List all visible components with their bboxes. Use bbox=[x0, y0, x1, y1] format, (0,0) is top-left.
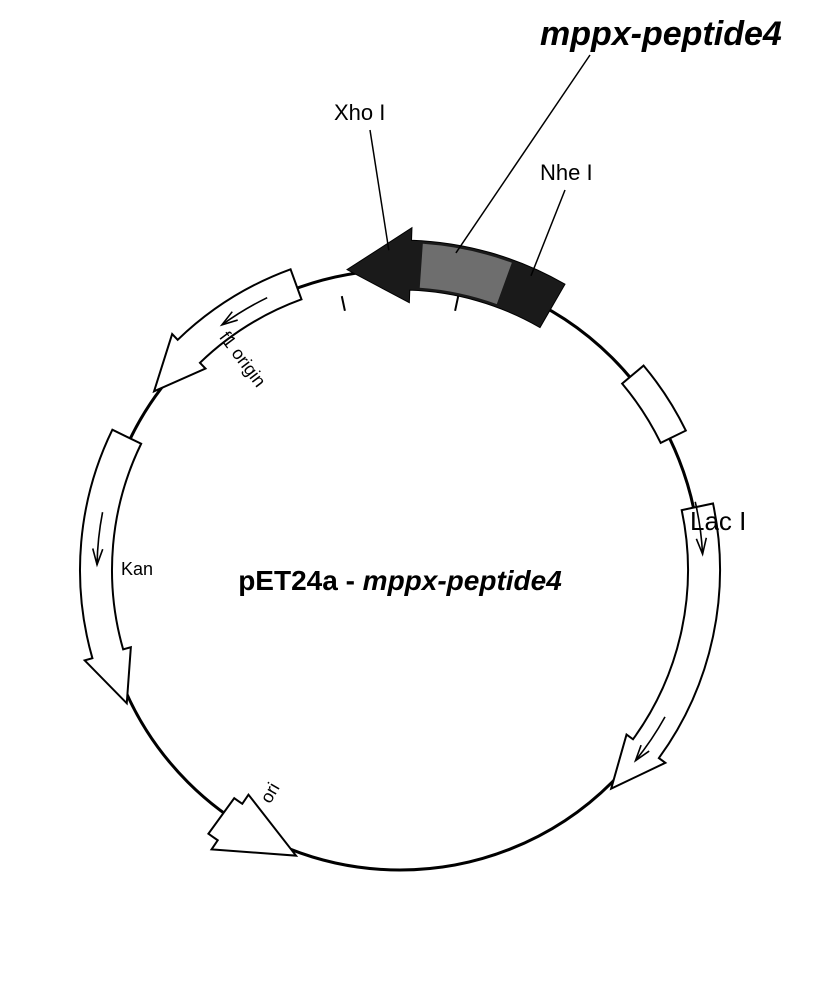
plasmid-name: pET24a - mppx-peptide4 bbox=[238, 565, 562, 596]
feature-label-kan: Kan bbox=[121, 559, 153, 579]
background bbox=[0, 0, 816, 1000]
callout-text-xhoI: Xho I bbox=[334, 100, 385, 125]
plasmid-map-svg: f1 originKanoriLac IXho INhe Imppx-pepti… bbox=[0, 0, 816, 1000]
diagram-title: mppx-peptide4 bbox=[540, 15, 782, 53]
callout-text-nheI: Nhe I bbox=[540, 160, 593, 185]
